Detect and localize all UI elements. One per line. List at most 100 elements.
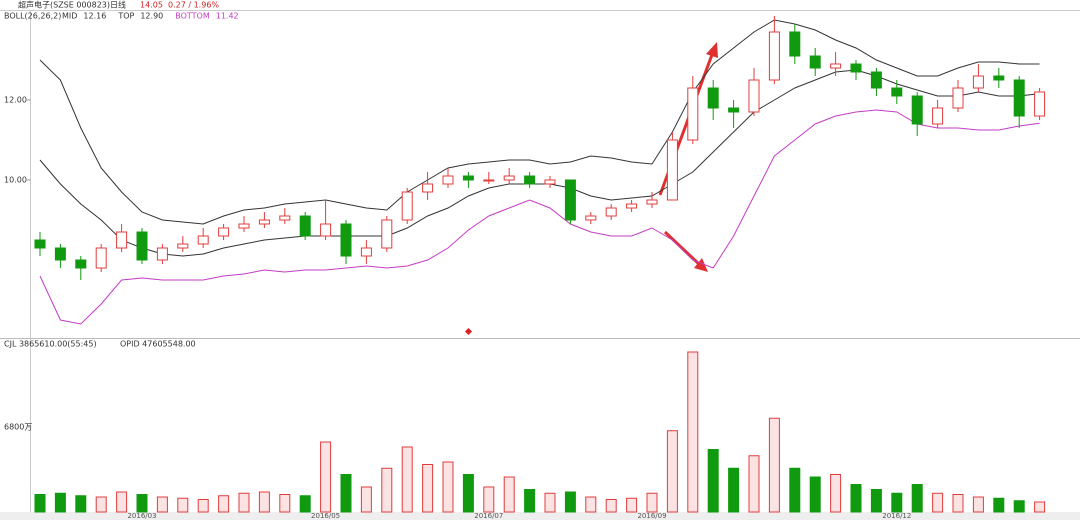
candle-body <box>340 223 352 257</box>
volume-bar <box>830 474 842 513</box>
candle-body <box>585 215 597 221</box>
candle-body <box>952 87 964 109</box>
candle-body <box>1013 79 1025 117</box>
candle-body <box>728 107 740 113</box>
volume-bar <box>585 496 597 513</box>
candle-body <box>54 247 66 261</box>
candle-body <box>544 179 556 185</box>
volume-bar <box>524 489 536 513</box>
volume-bar <box>789 467 801 513</box>
candle-body <box>258 219 270 225</box>
volume-bar <box>993 497 1005 513</box>
band-line <box>39 19 1040 225</box>
candle-body <box>789 31 801 57</box>
volume-label: OPID 47605548.00 <box>120 340 196 349</box>
volume-bar <box>34 494 46 513</box>
volume-bar <box>360 486 372 513</box>
candle-body <box>993 75 1005 81</box>
candle-body <box>870 71 882 89</box>
candle-body <box>524 175 536 185</box>
legend-value: 12.90 <box>140 12 163 21</box>
volume-bar <box>136 494 148 513</box>
candle-body <box>809 55 821 69</box>
volume-bar <box>116 491 128 513</box>
volume-bar <box>646 492 658 513</box>
candle-body <box>360 247 372 257</box>
candle-body <box>503 175 515 181</box>
volume-bar <box>422 464 434 513</box>
candle-body <box>279 215 291 221</box>
candle-body <box>238 223 250 229</box>
volume-bar <box>442 461 454 513</box>
x-axis-strip <box>0 512 1080 520</box>
candle-body <box>116 231 128 249</box>
candle-body <box>442 175 454 185</box>
candle-body <box>299 215 311 237</box>
volume-bar <box>95 496 107 513</box>
indicator: BOLL(26,26,2) <box>4 12 61 21</box>
volume-bar <box>605 499 617 513</box>
y-tick-label: 12.00 <box>4 96 27 105</box>
candle-body <box>75 259 87 269</box>
candle-body <box>197 235 209 245</box>
volume-bar <box>870 489 882 513</box>
volume-bar <box>666 430 678 513</box>
candle-body <box>95 247 107 269</box>
volume-bar <box>891 492 903 513</box>
volume-bar <box>54 492 66 513</box>
candle-body <box>401 191 413 221</box>
candle-body <box>666 139 678 201</box>
volume-bar <box>279 494 291 513</box>
candle-body <box>564 179 576 221</box>
candle-body <box>891 87 903 97</box>
candle-body <box>932 107 944 125</box>
candle-body <box>1034 91 1046 117</box>
volume-bar <box>768 417 780 513</box>
volume-bar <box>462 474 474 513</box>
volume-bar <box>197 499 209 513</box>
volume-bar <box>258 491 270 513</box>
volume-bar <box>238 492 250 513</box>
x-tick-label: 2016/05 <box>311 512 340 520</box>
volume-bar <box>687 351 699 513</box>
candle-body <box>830 63 842 69</box>
candle-body <box>381 219 393 249</box>
candle-body <box>218 227 230 237</box>
candle-body <box>156 247 168 261</box>
candle-body <box>320 223 332 237</box>
volume-bar <box>564 491 576 513</box>
change: 0.27 / 1.96% <box>168 1 219 10</box>
chart-title: 超声电子(SZSE 000823)日线 <box>18 0 126 10</box>
volume-label: CJL 3865610.00(55:45) <box>4 340 97 349</box>
volume-bar <box>75 495 87 513</box>
volume-bar <box>483 486 495 513</box>
candle-body <box>972 75 984 89</box>
volume-bar <box>544 492 556 513</box>
candle-body <box>483 179 495 182</box>
legend-value: 12.16 <box>83 12 106 21</box>
volume-bar <box>932 492 944 513</box>
legend-label: TOP <box>117 12 134 21</box>
volume-bar <box>626 497 638 513</box>
volume-bar <box>728 467 740 513</box>
volume-bar <box>381 467 393 513</box>
candle-body <box>605 207 617 217</box>
volume-bar <box>809 476 821 513</box>
legend-label: BOTTOM <box>175 12 210 21</box>
volume-bar <box>952 494 964 513</box>
x-tick-label: 2016/09 <box>637 512 666 520</box>
x-tick-label: 2016/12 <box>882 512 911 520</box>
volume-bar <box>707 449 719 513</box>
volume-bar <box>850 484 862 513</box>
candle-body <box>768 31 780 81</box>
candle-body <box>707 87 719 109</box>
volume-bar <box>320 441 332 513</box>
candle-body <box>911 95 923 125</box>
volume-bar <box>1013 500 1025 513</box>
candle-body <box>850 63 862 73</box>
candle-body <box>748 79 760 113</box>
candle-body <box>136 231 148 261</box>
y-tick-label: 6800万 <box>4 423 32 432</box>
